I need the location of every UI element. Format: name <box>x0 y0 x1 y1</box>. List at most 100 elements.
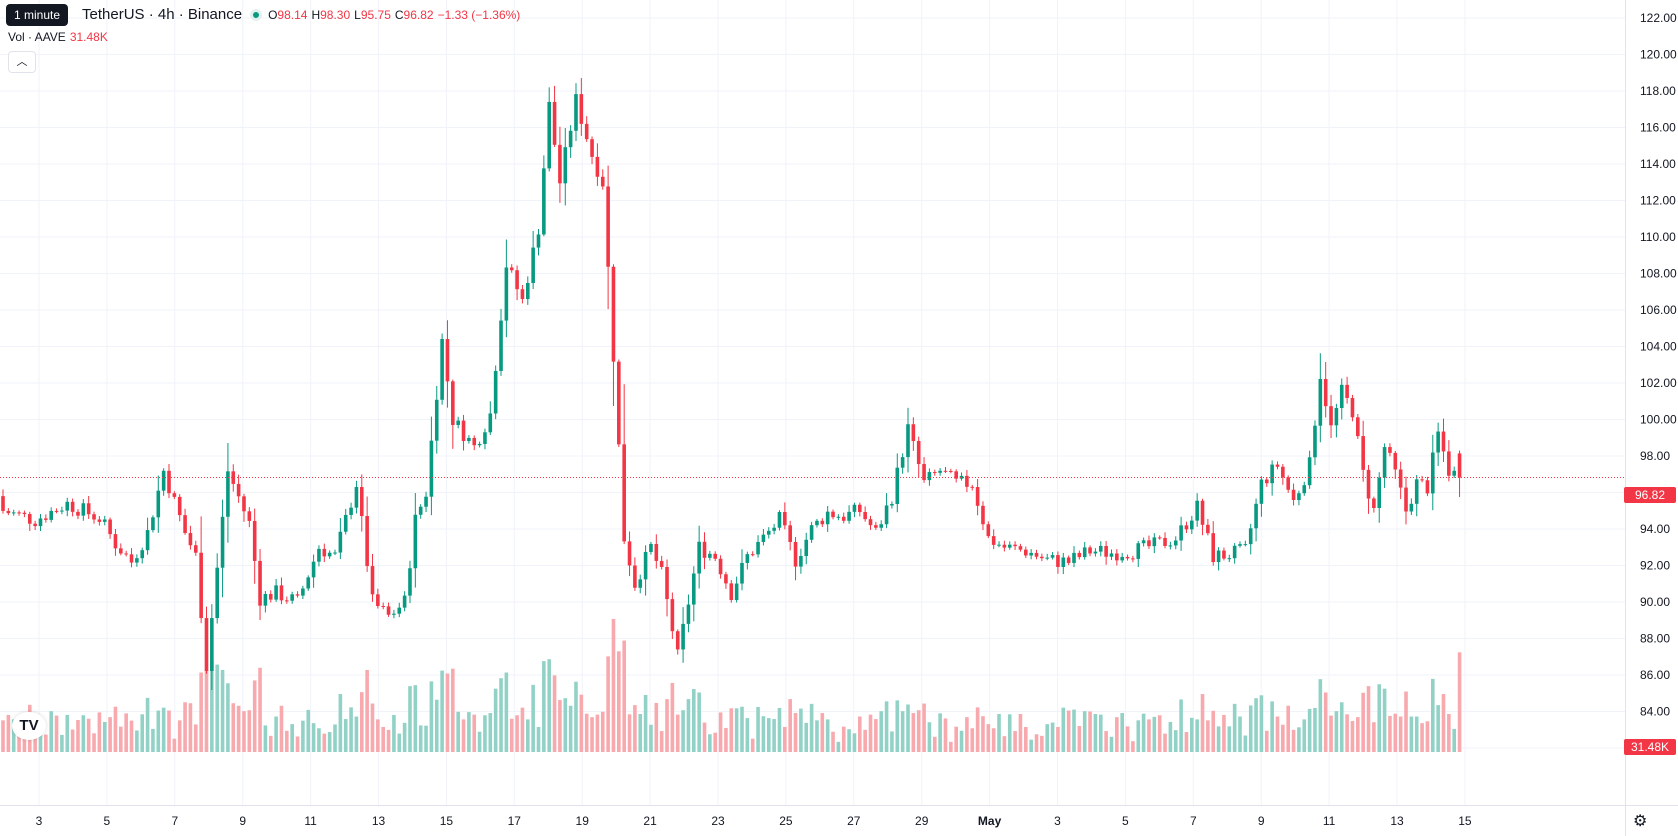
candle-body <box>1056 555 1060 567</box>
candle-body <box>1372 498 1376 509</box>
candle-body <box>1216 550 1221 563</box>
volume-bar <box>1382 688 1387 752</box>
volume-bar <box>547 659 552 752</box>
candle-body <box>1200 500 1205 525</box>
candle-body <box>22 512 27 515</box>
volume-bar <box>1264 730 1269 752</box>
volume-bar <box>788 699 792 752</box>
volume-bar <box>333 724 337 752</box>
volume-bar <box>1093 714 1098 752</box>
volume-bar <box>654 702 659 752</box>
chart-area[interactable] <box>0 0 1625 805</box>
candle-body <box>1248 528 1253 545</box>
candle-body <box>665 566 669 600</box>
candle-body <box>81 503 86 516</box>
candle-body <box>119 548 123 554</box>
volume-bar <box>1313 707 1317 752</box>
candle-body <box>451 381 455 425</box>
candle-body <box>1430 452 1435 494</box>
candle-body <box>386 606 391 615</box>
candle-body <box>713 553 718 559</box>
candle-body <box>1452 470 1457 476</box>
volume-bar <box>841 726 846 752</box>
volume-bar <box>1098 714 1103 752</box>
price-label: 100.00 <box>1640 413 1677 427</box>
volume-bar <box>247 710 252 752</box>
tradingview-logo-icon[interactable]: TV <box>12 712 46 740</box>
volume-bar <box>226 683 230 752</box>
volume-bar <box>301 720 305 752</box>
collapse-legend-button[interactable]: ︿ <box>8 51 36 73</box>
candle-body <box>1120 556 1124 561</box>
candle-body <box>606 186 610 267</box>
time-label: 9 <box>239 814 246 828</box>
volume-bar <box>343 719 348 752</box>
volume-bar <box>1372 722 1376 752</box>
price-axis-labels: 122.00 120.00 118.00 116.00 114.00 112.00 110.… <box>1640 11 1677 755</box>
candle-body <box>815 520 819 526</box>
volume-bar <box>483 715 487 752</box>
volume-bar <box>949 741 953 752</box>
volume-bar <box>1173 730 1178 752</box>
candle-body <box>552 101 557 145</box>
candle-body <box>1323 378 1328 407</box>
candle-body <box>836 516 841 518</box>
volume-bar <box>1088 711 1092 752</box>
time-axis[interactable]: 3 5 7 9 11 13 15 17 19 21 23 25 27 29 May 3 5 7 9 11 13 15 <box>0 805 1625 836</box>
volume-bar <box>456 711 460 752</box>
candle-body <box>129 554 134 563</box>
volume-bar <box>997 714 1001 752</box>
candle-body <box>825 511 830 525</box>
candle-body <box>1275 464 1280 467</box>
volume-bar <box>242 711 246 752</box>
settings-gear-icon[interactable]: ⚙ <box>1633 813 1648 830</box>
volume-bar <box>665 699 669 752</box>
candle-body <box>1425 480 1430 494</box>
volume-bar <box>1082 711 1087 752</box>
candle-body <box>113 534 118 549</box>
volume-bar <box>1318 679 1323 752</box>
volume-bar <box>574 681 578 752</box>
time-label: 17 <box>508 814 522 828</box>
volume-bar <box>906 704 910 752</box>
candle-body <box>697 541 701 574</box>
volume-bar <box>1270 701 1274 752</box>
candle-body <box>681 623 685 650</box>
candle-body <box>1232 545 1237 559</box>
volume-bar <box>102 721 107 752</box>
candle-body <box>1404 487 1408 512</box>
candle-body <box>1286 477 1290 490</box>
volume-bar <box>306 709 311 752</box>
volume-bar <box>210 661 214 752</box>
volume-bar <box>649 724 653 752</box>
candle-body <box>1002 544 1007 548</box>
volume-bar <box>938 713 942 752</box>
candle-body <box>525 282 530 300</box>
candle-body <box>1334 408 1339 426</box>
candle-body <box>76 511 80 516</box>
volume-bar <box>1056 726 1060 752</box>
candle-body <box>70 501 75 512</box>
symbol-title[interactable]: TetherUS · 4h · Binance <box>82 6 243 23</box>
volume-bar <box>274 716 278 752</box>
volume-bar <box>290 724 294 752</box>
candle-body <box>745 554 750 563</box>
price-change: −1.33 (−1.36%) <box>437 7 521 22</box>
candle-body <box>220 516 225 568</box>
price-chart[interactable] <box>0 0 1625 805</box>
candle-body <box>649 543 653 552</box>
candle-body <box>1077 552 1082 558</box>
candle-body <box>852 504 857 512</box>
candle-body <box>1307 457 1312 486</box>
volume-bar <box>1152 716 1157 752</box>
volume-bar <box>1040 735 1044 752</box>
price-axis[interactable]: 122.00 120.00 118.00 116.00 114.00 112.00 110.… <box>1625 0 1678 805</box>
volume-bar <box>167 710 171 752</box>
candle-body <box>1382 447 1387 478</box>
volume-bar <box>713 732 718 752</box>
market-status-icon[interactable] <box>250 8 263 21</box>
candle-body <box>702 541 707 558</box>
volume-bar <box>1147 719 1151 752</box>
candle-body <box>381 606 386 608</box>
candle-body <box>1168 545 1173 547</box>
